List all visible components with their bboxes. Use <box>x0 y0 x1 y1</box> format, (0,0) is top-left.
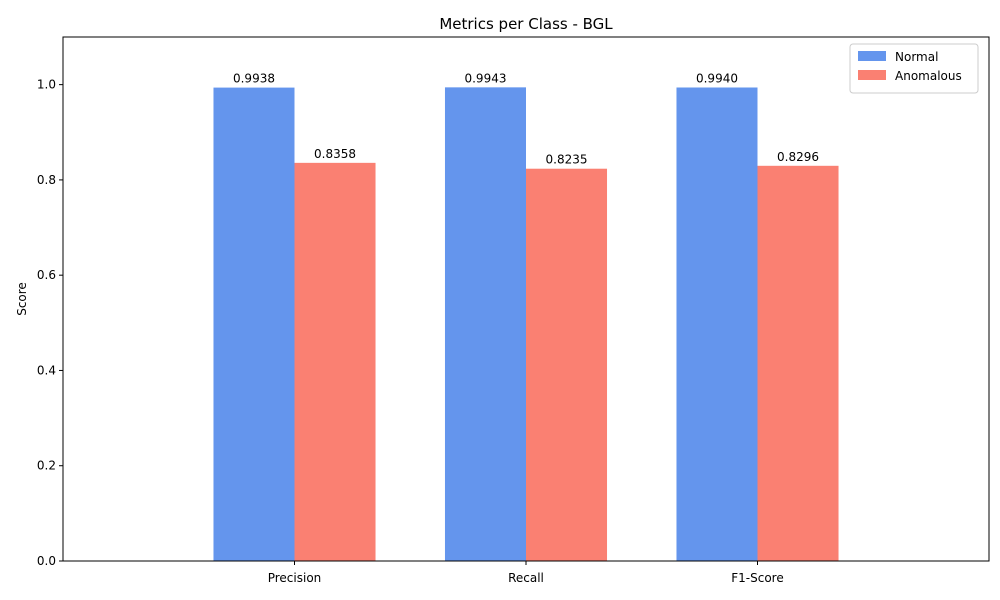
legend-swatch-anomalous <box>858 70 886 80</box>
bar-normal-0 <box>213 87 295 562</box>
legend-label-anomalous: Anomalous <box>895 69 962 83</box>
data-label-anomalous-0: 0.8358 <box>314 147 356 161</box>
bar-anomalous-0 <box>294 162 376 561</box>
data-label-normal-1: 0.9943 <box>464 71 506 85</box>
data-label-normal-2: 0.9940 <box>696 71 738 85</box>
legend-swatch-normal <box>858 51 886 61</box>
legend-label-normal: Normal <box>895 50 938 64</box>
y-tick-label: 0.0 <box>37 554 56 568</box>
bar-normal-1 <box>444 87 526 562</box>
bar-anomalous-1 <box>526 168 608 561</box>
y-axis-title: Score <box>15 282 29 316</box>
x-tick-label: Precision <box>268 571 322 585</box>
data-label-anomalous-1: 0.8235 <box>546 153 588 167</box>
y-tick-label: 1.0 <box>37 78 56 92</box>
x-tick-label: F1-Score <box>731 571 783 585</box>
y-tick-label: 0.8 <box>37 173 56 187</box>
y-tick-label: 0.4 <box>37 363 56 377</box>
x-tick-label: Recall <box>508 571 544 585</box>
y-tick-label: 0.2 <box>37 459 56 473</box>
data-label-normal-0: 0.9938 <box>233 72 275 86</box>
bar-normal-2 <box>676 87 758 562</box>
y-tick-label: 0.6 <box>37 268 56 282</box>
chart-title: Metrics per Class - BGL <box>439 15 613 33</box>
bar-anomalous-2 <box>757 165 839 562</box>
data-label-anomalous-2: 0.8296 <box>777 150 819 164</box>
